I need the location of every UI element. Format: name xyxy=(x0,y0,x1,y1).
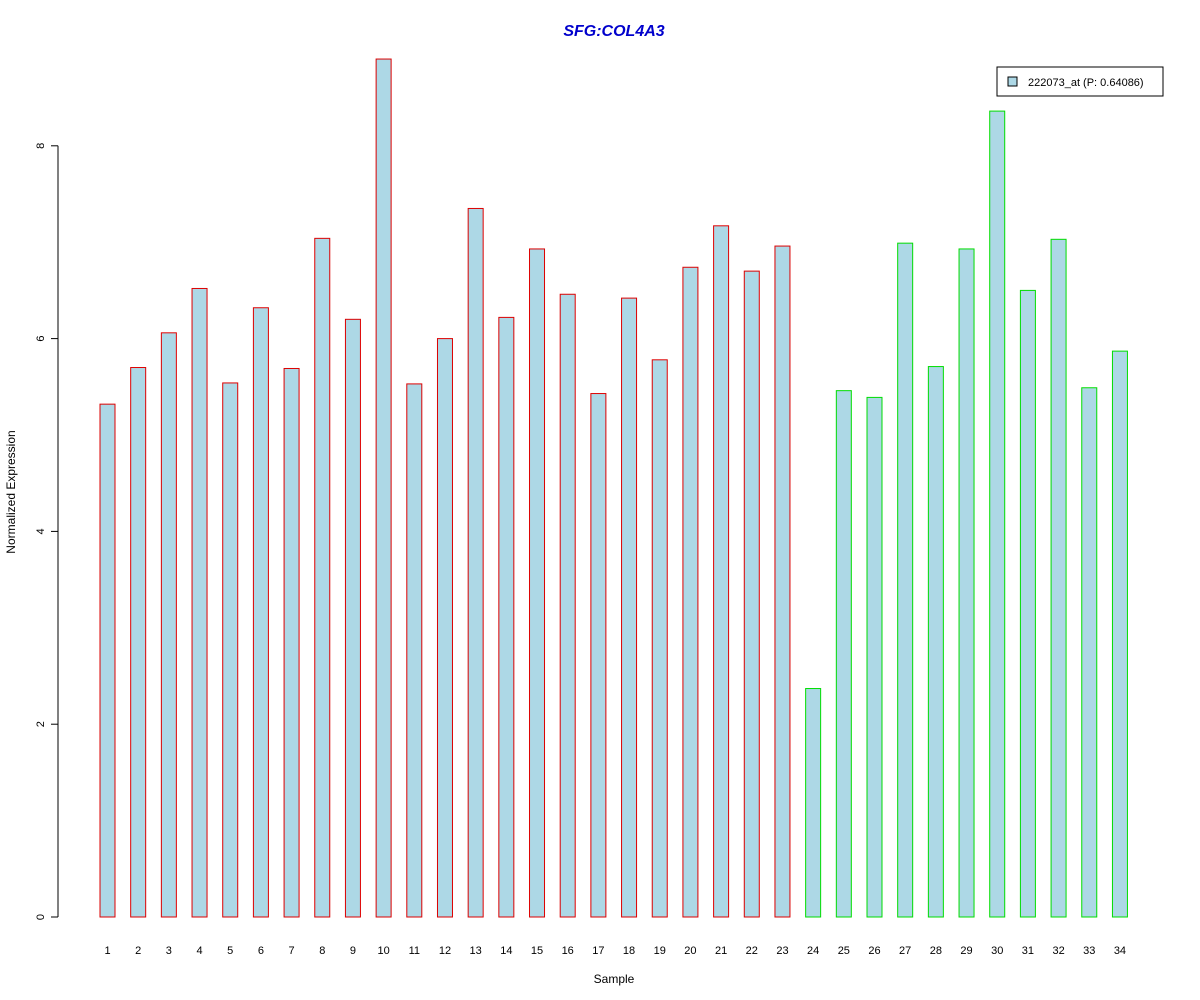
bar xyxy=(805,688,822,918)
x-tick-label: 27 xyxy=(899,945,911,957)
bar xyxy=(835,390,852,918)
x-tick-label: 28 xyxy=(930,945,942,957)
bar xyxy=(590,393,607,918)
bars xyxy=(99,58,1128,918)
x-tick-label: 30 xyxy=(991,945,1003,957)
x-tick-label: 26 xyxy=(868,945,880,957)
x-tick-label: 13 xyxy=(470,945,482,957)
x-tick-label: 9 xyxy=(350,945,356,957)
bar xyxy=(1019,289,1036,918)
x-tick-label: 21 xyxy=(715,945,727,957)
x-tick-label: 11 xyxy=(409,945,420,957)
x-tick-label: 19 xyxy=(654,945,666,957)
y-axis-label: Normalized Expression xyxy=(4,430,18,553)
bar xyxy=(897,242,914,918)
bar xyxy=(989,110,1006,918)
x-tick-label: 2 xyxy=(135,945,141,957)
bar xyxy=(651,359,668,918)
x-tick-label: 25 xyxy=(838,945,850,957)
bar xyxy=(498,316,515,918)
x-tick-label: 4 xyxy=(196,945,202,957)
bar xyxy=(958,248,975,918)
bar xyxy=(713,225,730,918)
x-axis-label: Sample xyxy=(594,972,635,986)
bar xyxy=(743,270,760,918)
x-tick-label: 20 xyxy=(684,945,696,957)
bar xyxy=(866,396,883,918)
legend: 222073_at (P: 0.64086) xyxy=(996,66,1164,97)
y-tick-label: 6 xyxy=(35,336,47,342)
bar xyxy=(559,293,576,918)
x-tick-label: 10 xyxy=(377,945,389,957)
x-tick-label: 29 xyxy=(960,945,972,957)
chart-title: SFG:COL4A3 xyxy=(563,23,664,40)
x-tick-label: 24 xyxy=(807,945,819,957)
y-tick-label: 0 xyxy=(35,914,47,920)
x-tick-label: 6 xyxy=(258,945,264,957)
legend-swatch xyxy=(1007,76,1018,87)
legend-label: 222073_at (P: 0.64086) xyxy=(1028,77,1144,89)
bar xyxy=(621,297,638,918)
bar xyxy=(467,207,484,918)
bar xyxy=(222,382,239,918)
bar xyxy=(344,318,361,918)
y-axis: 0 2 4 6 8 xyxy=(35,143,59,920)
x-tick-label: 16 xyxy=(562,945,574,957)
bar xyxy=(375,58,392,918)
bar xyxy=(252,307,269,918)
x-tick-label: 18 xyxy=(623,945,635,957)
x-tick-label: 33 xyxy=(1083,945,1095,957)
x-tick-label: 14 xyxy=(500,945,512,957)
x-tick-label: 22 xyxy=(746,945,758,957)
x-tick-label: 3 xyxy=(166,945,172,957)
x-tick-label: 23 xyxy=(776,945,788,957)
y-tick-label: 4 xyxy=(35,528,47,534)
bar xyxy=(160,332,177,918)
bar xyxy=(191,287,208,918)
x-tick-label: 12 xyxy=(439,945,451,957)
bar xyxy=(682,266,699,918)
y-tick-label: 2 xyxy=(35,721,47,727)
bar xyxy=(774,245,791,918)
x-tick-label: 32 xyxy=(1052,945,1064,957)
legend-box xyxy=(996,66,1164,97)
bar xyxy=(529,248,546,918)
bar xyxy=(406,383,423,918)
bar xyxy=(314,237,331,918)
x-tick-label: 17 xyxy=(592,945,604,957)
x-tick-label: 5 xyxy=(227,945,233,957)
x-tick-label: 1 xyxy=(104,945,110,957)
x-tick-label: 34 xyxy=(1114,945,1126,957)
bar xyxy=(130,367,147,918)
x-tick-label: 15 xyxy=(531,945,543,957)
bar xyxy=(99,403,116,918)
x-axis-ticks: 1 2 3 4 5 6 7 8 9 10 11 12 13 14 15 16 17 18 19 20 21 22 23 24 2… xyxy=(104,945,1126,957)
bar xyxy=(436,338,453,918)
x-tick-label: 8 xyxy=(319,945,325,957)
bar xyxy=(1111,350,1128,918)
x-tick-label: 7 xyxy=(289,945,295,957)
y-tick-label: 8 xyxy=(35,143,47,149)
bar xyxy=(1050,238,1067,918)
bar xyxy=(283,367,300,918)
x-tick-label: 31 xyxy=(1022,945,1034,957)
bar xyxy=(1081,387,1098,918)
bar xyxy=(927,366,944,918)
